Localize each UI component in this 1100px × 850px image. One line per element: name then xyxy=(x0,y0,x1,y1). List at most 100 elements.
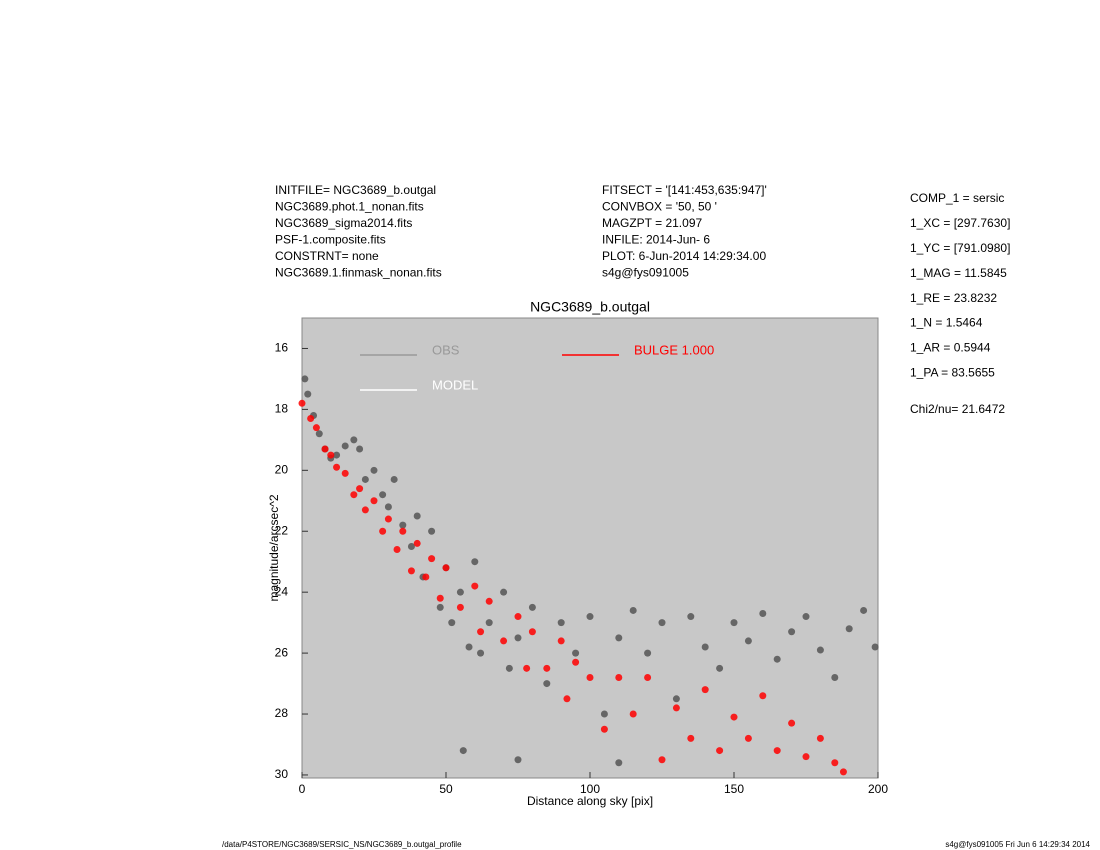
y-tick-label: 30 xyxy=(275,767,289,781)
y-tick-label: 20 xyxy=(275,462,289,476)
chi2: Chi2/nu= 21.6472 xyxy=(910,402,1005,416)
point xyxy=(629,606,637,614)
point xyxy=(658,619,666,627)
point xyxy=(839,768,847,776)
point xyxy=(600,710,608,718)
point xyxy=(370,466,378,474)
header-middle-line: PLOT: 6-Jun-2014 14:29:34.00 xyxy=(602,249,766,263)
x-tick-label: 50 xyxy=(439,782,453,796)
point xyxy=(615,759,623,767)
fit-parameter: 1_XC = [297.7630] xyxy=(910,216,1010,230)
point xyxy=(471,558,479,566)
point xyxy=(341,469,349,477)
point xyxy=(456,603,464,611)
point xyxy=(788,719,796,727)
point xyxy=(773,747,781,755)
footer-left: /data/P4STORE/NGC3689/SERSIC_NS/NGC3689_… xyxy=(222,840,462,849)
header-left-line: CONSTRNT= none xyxy=(275,249,379,263)
point xyxy=(759,609,767,617)
point xyxy=(350,436,358,444)
point xyxy=(514,613,522,621)
point xyxy=(759,692,767,700)
header-middle-line: INFILE: 2014-Jun- 6 xyxy=(602,233,710,247)
point xyxy=(500,588,508,596)
y-tick-label: 18 xyxy=(275,402,289,416)
point xyxy=(514,756,522,764)
x-tick-label: 200 xyxy=(868,782,888,796)
point xyxy=(304,390,312,398)
point xyxy=(399,527,407,535)
point xyxy=(456,588,464,596)
point xyxy=(370,497,378,505)
point xyxy=(523,664,531,672)
point xyxy=(816,734,824,742)
point xyxy=(802,753,810,761)
point xyxy=(312,424,320,432)
header-middle-line: MAGZPT = 21.097 xyxy=(602,216,702,230)
point xyxy=(744,734,752,742)
point xyxy=(384,503,392,511)
point xyxy=(477,628,485,636)
point xyxy=(465,643,473,651)
point xyxy=(528,628,536,636)
point xyxy=(384,515,392,523)
point xyxy=(572,658,580,666)
point xyxy=(831,673,839,681)
point xyxy=(831,759,839,767)
point xyxy=(802,613,810,621)
point xyxy=(514,634,522,642)
point xyxy=(716,747,724,755)
point xyxy=(407,542,415,550)
point xyxy=(845,625,853,633)
point xyxy=(301,375,309,383)
point xyxy=(744,637,752,645)
point xyxy=(687,613,695,621)
point xyxy=(407,567,415,575)
point xyxy=(543,680,551,688)
point xyxy=(428,527,436,535)
point xyxy=(379,491,387,499)
point xyxy=(701,686,709,694)
point xyxy=(871,643,879,651)
point xyxy=(687,734,695,742)
legend-label: OBS xyxy=(432,342,460,357)
point xyxy=(615,673,623,681)
plot-area xyxy=(301,317,879,779)
point xyxy=(730,713,738,721)
y-tick-label: 16 xyxy=(275,341,289,355)
point xyxy=(315,430,323,438)
point xyxy=(361,506,369,514)
x-axis-label: Distance along sky [pix] xyxy=(527,794,653,808)
header-middle-line: s4g@fys091005 xyxy=(602,266,689,280)
x-tick-label: 0 xyxy=(299,782,306,796)
point xyxy=(788,628,796,636)
point xyxy=(500,637,508,645)
point xyxy=(773,655,781,663)
point xyxy=(298,399,306,407)
point xyxy=(361,475,369,483)
point xyxy=(543,664,551,672)
point xyxy=(471,582,479,590)
point xyxy=(528,603,536,611)
point xyxy=(422,573,430,581)
point xyxy=(333,451,341,459)
point xyxy=(644,649,652,657)
header-left-line: NGC3689_sigma2014.fits xyxy=(275,216,412,230)
chart-title: NGC3689_b.outgal xyxy=(530,299,650,315)
header-middle-line: FITSECT = '[141:453,635:947]' xyxy=(602,183,767,197)
header-left-line: NGC3689.phot.1_nonan.fits xyxy=(275,200,424,214)
point xyxy=(563,695,571,703)
header-left-line: PSF-1.composite.fits xyxy=(275,233,386,247)
point xyxy=(557,619,565,627)
point xyxy=(586,613,594,621)
point xyxy=(442,564,450,572)
y-tick-label: 26 xyxy=(275,645,289,659)
fit-parameter: 1_MAG = 11.5845 xyxy=(910,266,1007,280)
x-tick-label: 150 xyxy=(724,782,744,796)
point xyxy=(321,445,329,453)
fit-parameter: 1_AR = 0.5944 xyxy=(910,341,991,355)
point xyxy=(505,664,513,672)
point xyxy=(333,463,341,471)
point xyxy=(436,603,444,611)
